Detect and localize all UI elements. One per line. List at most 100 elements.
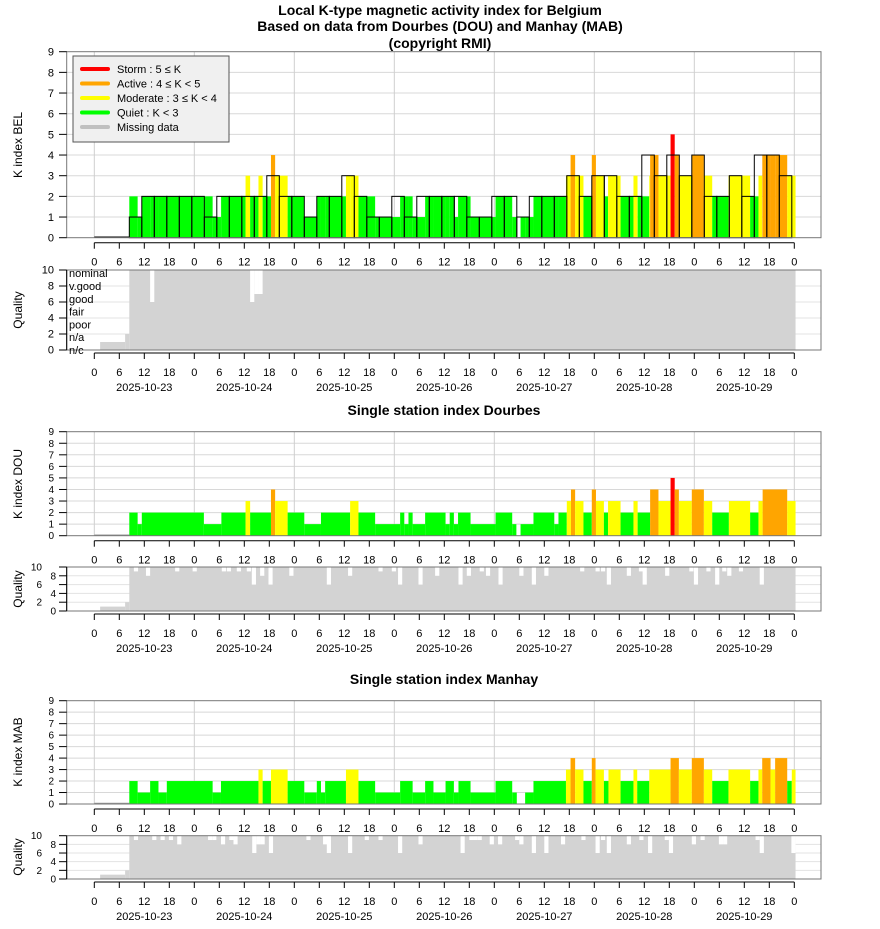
x-tick-label: 18: [663, 823, 675, 835]
legend-label: Storm : 5 ≤ K: [117, 64, 182, 76]
quality-dip: [490, 836, 494, 845]
x-tick-label: 6: [616, 257, 622, 269]
k-index-bar: [346, 176, 350, 238]
quality-dip: [134, 567, 138, 571]
x-tick-label: 18: [163, 823, 175, 835]
x-tick-label: 12: [638, 896, 650, 908]
k-index-bar: [638, 513, 651, 536]
quality-dip: [222, 567, 226, 571]
x-tick-label: 18: [563, 823, 575, 835]
k-index-bar: [750, 781, 758, 804]
x-tick-label: 6: [116, 628, 122, 640]
quality-dip: [227, 567, 231, 571]
quality-dip: [247, 567, 251, 571]
k-index-bar: [317, 781, 321, 804]
k-index-bar: [638, 196, 650, 237]
x-tick-label: 18: [163, 555, 175, 567]
k-index-bar: [496, 781, 513, 804]
figure-copyright: (copyright RMI): [389, 35, 492, 51]
quality-dip: [544, 567, 548, 576]
k-index-bar: [787, 501, 795, 536]
quality-bar: [100, 607, 125, 611]
k-index-bar: [129, 513, 137, 536]
x-date-label: 2025-10-28: [616, 643, 672, 655]
x-tick-label: 12: [238, 555, 250, 567]
quality-dip: [478, 836, 482, 840]
x-tick-label: 12: [738, 628, 750, 640]
k-index-bar: [633, 770, 637, 804]
quality-dip: [378, 567, 382, 571]
k-index-bar: [575, 501, 583, 536]
x-tick-label: 6: [316, 257, 322, 269]
quality-tick-label: 4: [48, 313, 54, 325]
k-index-bar: [792, 770, 796, 804]
k-index-bar: [762, 758, 770, 804]
y-tick-label: 1: [48, 520, 54, 531]
quality-dip: [601, 567, 605, 571]
y-tick-label: 5: [48, 473, 54, 484]
x-tick-label: 0: [291, 896, 297, 908]
quality-dip: [601, 836, 605, 840]
k-index-bar: [679, 501, 692, 536]
k-index-bar: [533, 513, 554, 536]
k-index-bar: [450, 196, 454, 237]
k-index-bar: [288, 196, 305, 237]
x-tick-label: 18: [463, 367, 475, 379]
k-index-bar: [679, 770, 692, 804]
x-tick-label: 6: [316, 555, 322, 567]
x-tick-label: 12: [438, 555, 450, 567]
quality-dip: [208, 836, 212, 840]
y-tick-label: 5: [48, 129, 54, 141]
quality-dip: [665, 836, 669, 840]
quality-dip: [639, 567, 643, 571]
x-tick-label: 0: [291, 257, 297, 269]
k-index-bar: [346, 770, 359, 804]
x-tick-label: 18: [563, 367, 575, 379]
quality-tick-label: 4: [50, 589, 56, 600]
quality-dip: [254, 270, 258, 294]
quality-dip: [269, 836, 273, 853]
quality-level-label: n/a: [69, 332, 85, 344]
y-tick-label: 0: [48, 233, 54, 245]
quality-dip: [175, 567, 179, 571]
k-index-bar: [596, 770, 604, 804]
x-tick-label: 0: [691, 555, 697, 567]
quality-tick-label: 2: [48, 329, 54, 341]
x-tick-label: 12: [438, 896, 450, 908]
x-tick-label: 12: [238, 257, 250, 269]
x-tick-label: 12: [538, 628, 550, 640]
quality-tick-label: 6: [36, 580, 42, 591]
k-index-bar: [763, 489, 788, 535]
figure-subtitle: Based on data from Dourbes (DOU) and Man…: [257, 18, 623, 34]
k-index-bar: [404, 524, 408, 536]
x-tick-label: 12: [138, 367, 150, 379]
quality-dip: [544, 836, 548, 853]
k-index-bar: [604, 513, 608, 536]
x-tick-label: 12: [438, 367, 450, 379]
k-index-bar: [671, 478, 675, 536]
x-tick-label: 0: [491, 367, 497, 379]
k-index-bar: [758, 176, 762, 238]
quality-dip: [643, 567, 647, 585]
x-tick-label: 18: [463, 628, 475, 640]
x-tick-label: 12: [238, 823, 250, 835]
x-tick-label: 0: [691, 823, 697, 835]
k-index-bar: [321, 793, 325, 804]
x-tick-label: 18: [463, 896, 475, 908]
x-tick-label: 18: [263, 367, 275, 379]
x-tick-label: 12: [138, 555, 150, 567]
k-index-bar: [649, 176, 650, 238]
k-axis-title: K index BEL: [11, 112, 25, 178]
k-index-bar: [637, 781, 649, 804]
quality-dip: [639, 836, 643, 840]
quality-dip: [323, 836, 327, 845]
k-index-bar: [150, 781, 158, 804]
x-tick-label: 6: [416, 896, 422, 908]
k-index-bar: [649, 770, 670, 804]
quality-dip: [596, 567, 600, 571]
x-tick-label: 18: [363, 823, 375, 835]
x-tick-label: 18: [263, 555, 275, 567]
x-tick-label: 0: [691, 628, 697, 640]
quality-dip: [161, 836, 165, 840]
k-index-bar: [246, 176, 251, 238]
